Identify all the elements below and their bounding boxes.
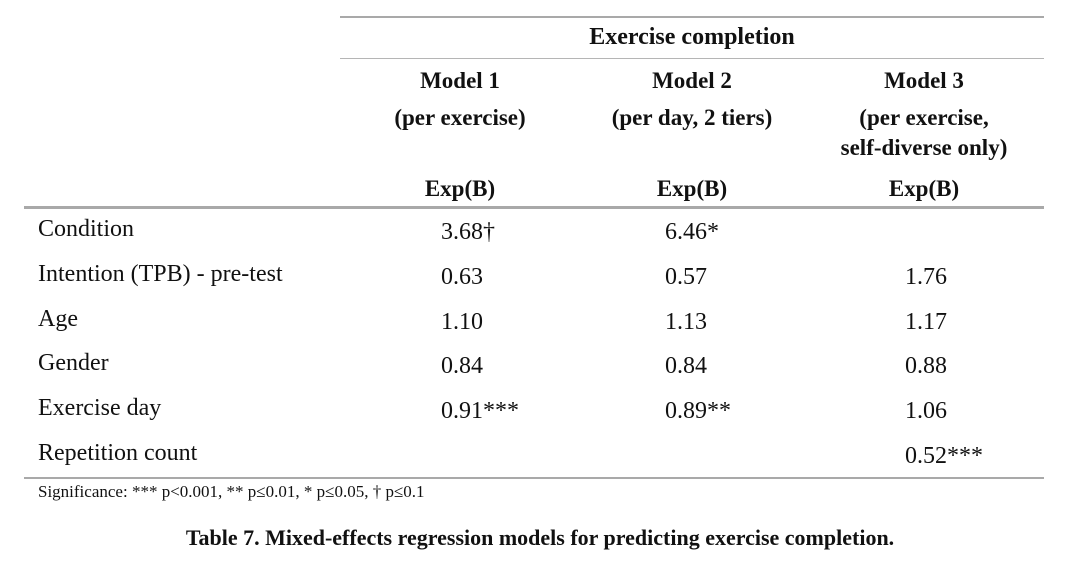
model-2-stat: Exp(B) [656,176,728,201]
cell-value: 1.76 [905,264,947,290]
model-2-name: Model 2 [652,68,732,93]
model-2-desc: (per day, 2 tiers) [611,105,773,130]
cell-value: 1.13 [665,309,707,335]
cell-value: 0.89** [665,398,731,424]
model-3-desc-line-2: self-diverse only) [840,135,1008,160]
row-label-gender: Gender [38,350,109,376]
cell-value: 0.63 [441,264,483,290]
cell-value: 0.84 [441,353,483,379]
group-rule [340,58,1044,59]
model-1-desc: (per exercise) [394,105,526,130]
cell-value: 1.10 [441,309,483,335]
model-3-stat: Exp(B) [888,176,960,201]
row-label-intention: Intention (TPB) - pre-test [38,261,283,287]
top-rule [340,16,1044,18]
row-label-age: Age [38,306,78,332]
cell-value: 6.46* [665,219,719,245]
cell-value: 0.88 [905,353,947,379]
row-label-repetition-count: Repetition count [38,440,198,466]
group-header: Exercise completion [589,24,795,50]
header-rule [24,206,1044,209]
cell-value: 0.91*** [441,398,519,424]
cell-value: 3.68† [441,219,495,245]
significance-note: Significance: *** p<0.001, ** p≤0.01, * … [38,482,425,501]
table-caption: Table 7. Mixed-effects regression models… [185,525,895,550]
cell-value: 1.06 [905,398,947,424]
model-1-name: Model 1 [420,68,500,93]
model-3-name: Model 3 [884,68,964,93]
model-1-stat: Exp(B) [424,176,496,201]
bottom-rule [24,477,1044,479]
row-label-exercise-day: Exercise day [38,395,162,421]
model-3-desc-line-1: (per exercise, [859,105,989,130]
cell-value: 0.57 [665,264,707,290]
cell-value: 0.52*** [905,443,983,469]
cell-value: 1.17 [905,309,947,335]
cell-value: 0.84 [665,353,707,379]
row-label-condition: Condition [38,216,135,242]
